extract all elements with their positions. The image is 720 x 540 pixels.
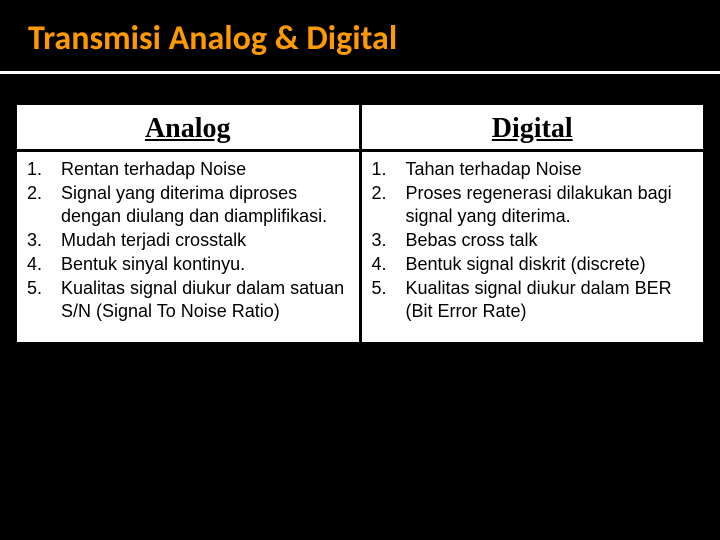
header-analog: Analog bbox=[16, 104, 361, 151]
digital-list: Tahan terhadap Noise Proses regenerasi d… bbox=[372, 158, 694, 323]
list-item: Proses regenerasi dilakukan bagi signal … bbox=[372, 182, 694, 228]
list-item: Mudah terjadi crosstalk bbox=[27, 229, 349, 252]
list-item-text: Bentuk signal diskrit (discrete) bbox=[406, 253, 694, 276]
list-item-text: Rentan terhadap Noise bbox=[61, 158, 349, 181]
list-item-text: Kualitas signal diukur dalam BER (Bit Er… bbox=[406, 277, 694, 323]
title-underline bbox=[0, 71, 720, 74]
list-item: Kualitas signal diukur dalam satuan S/N … bbox=[27, 277, 349, 323]
analog-list: Rentan terhadap Noise Signal yang diteri… bbox=[27, 158, 349, 323]
list-item: Rentan terhadap Noise bbox=[27, 158, 349, 181]
list-item-text: Kualitas signal diukur dalam satuan S/N … bbox=[61, 277, 349, 323]
header-digital: Digital bbox=[360, 104, 705, 151]
list-item: Signal yang diterima diproses dengan diu… bbox=[27, 182, 349, 228]
list-item: Bentuk signal diskrit (discrete) bbox=[372, 253, 694, 276]
list-item-text: Tahan terhadap Noise bbox=[406, 158, 694, 181]
list-item: Kualitas signal diukur dalam BER (Bit Er… bbox=[372, 277, 694, 323]
list-item-text: Proses regenerasi dilakukan bagi signal … bbox=[406, 182, 694, 228]
slide-title: Transmisi Analog & Digital bbox=[0, 0, 720, 65]
digital-cell: Tahan terhadap Noise Proses regenerasi d… bbox=[360, 151, 705, 344]
analog-cell: Rentan terhadap Noise Signal yang diteri… bbox=[16, 151, 361, 344]
list-item: Bentuk sinyal kontinyu. bbox=[27, 253, 349, 276]
list-item: Tahan terhadap Noise bbox=[372, 158, 694, 181]
list-item-text: Bentuk sinyal kontinyu. bbox=[61, 253, 349, 276]
table-header-row: Analog Digital bbox=[16, 104, 705, 151]
list-item-text: Bebas cross talk bbox=[406, 229, 694, 252]
list-item-text: Mudah terjadi crosstalk bbox=[61, 229, 349, 252]
comparison-table-container: Analog Digital Rentan terhadap Noise Sig… bbox=[14, 102, 706, 345]
comparison-table: Analog Digital Rentan terhadap Noise Sig… bbox=[14, 102, 706, 345]
table-body-row: Rentan terhadap Noise Signal yang diteri… bbox=[16, 151, 705, 344]
list-item-text: Signal yang diterima diproses dengan diu… bbox=[61, 182, 349, 228]
list-item: Bebas cross talk bbox=[372, 229, 694, 252]
